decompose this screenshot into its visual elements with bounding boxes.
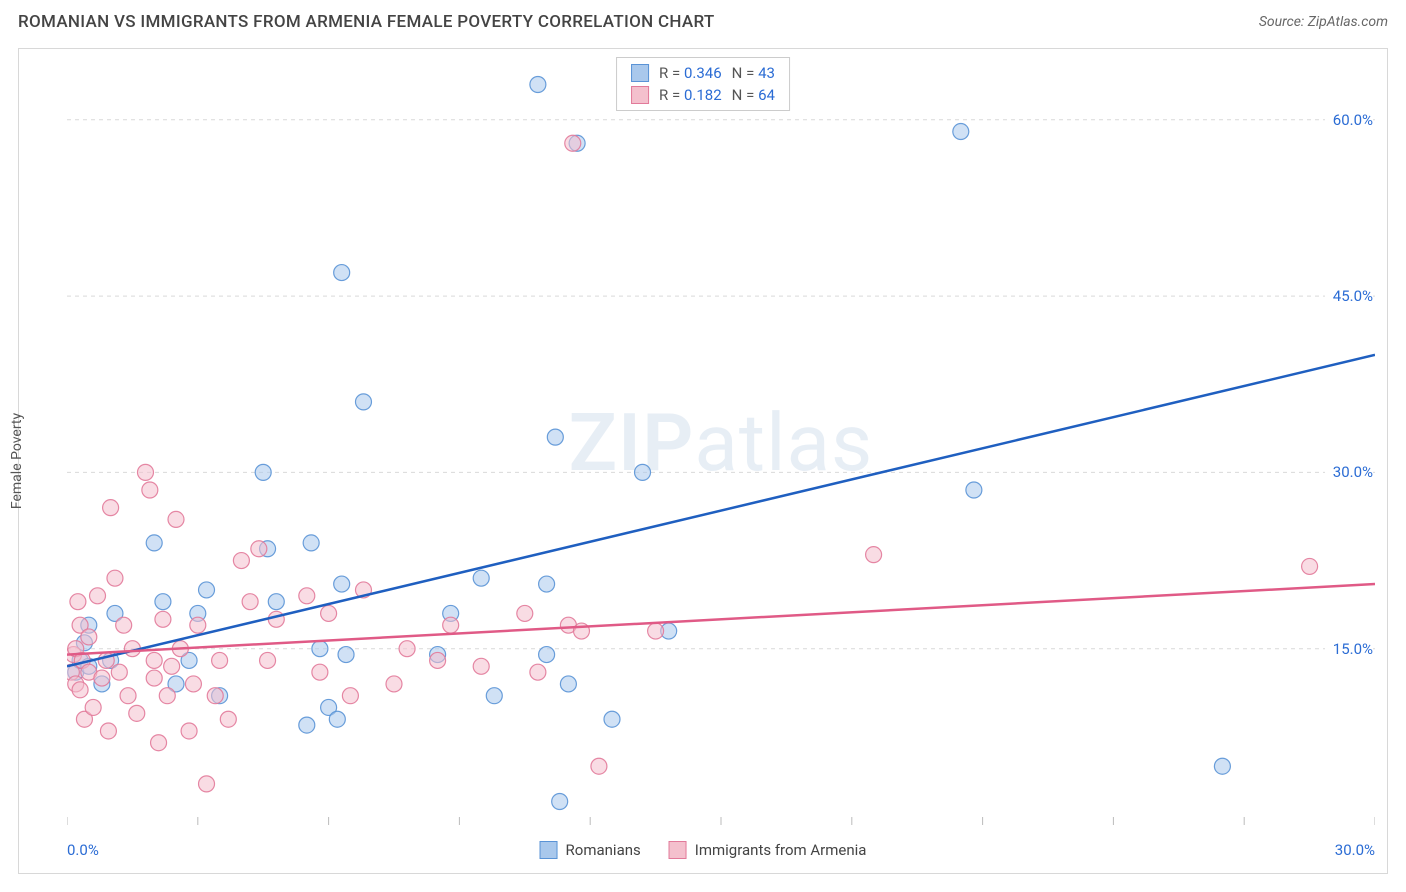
x-axis-max-label: 30.0% bbox=[1335, 841, 1375, 859]
x-axis-min-label: 0.0% bbox=[67, 841, 99, 859]
legend-swatch-armenia bbox=[631, 86, 649, 104]
plot-area: ZIPatlas bbox=[67, 61, 1375, 825]
legend-swatch-romanians-b bbox=[540, 841, 558, 859]
r-stat-armenia: R = 0.182 bbox=[659, 86, 722, 104]
series-legend: Romanians Immigrants from Armenia bbox=[540, 841, 867, 859]
r-stat-romanians: R = 0.346 bbox=[659, 64, 722, 82]
legend-item-romanians: Romanians bbox=[540, 841, 641, 859]
chart-title: ROMANIAN VS IMMIGRANTS FROM ARMENIA FEMA… bbox=[18, 12, 715, 32]
legend-swatch-romanians bbox=[631, 64, 649, 82]
chart-container: Female Poverty ZIPatlas R = 0.346 N = 43… bbox=[18, 48, 1388, 874]
y-tick-label: 30.0% bbox=[1325, 463, 1373, 481]
n-stat-romanians: N = 43 bbox=[732, 64, 775, 82]
legend-swatch-armenia-b bbox=[669, 841, 687, 859]
n-stat-armenia: N = 64 bbox=[732, 86, 775, 104]
legend-label-armenia: Immigrants from Armenia bbox=[695, 841, 867, 859]
y-tick-label: 45.0% bbox=[1325, 287, 1373, 305]
y-tick-label: 15.0% bbox=[1325, 640, 1373, 658]
chart-header: ROMANIAN VS IMMIGRANTS FROM ARMENIA FEMA… bbox=[0, 0, 1406, 42]
source-attribution: Source: ZipAtlas.com bbox=[1259, 14, 1388, 30]
y-axis-label: Female Poverty bbox=[9, 413, 25, 509]
legend-item-armenia: Immigrants from Armenia bbox=[669, 841, 867, 859]
scatter-plot-svg bbox=[67, 61, 1375, 825]
legend-row-romanians: R = 0.346 N = 43 bbox=[631, 64, 775, 82]
y-tick-label: 60.0% bbox=[1325, 111, 1373, 129]
correlation-legend: R = 0.346 N = 43 R = 0.182 N = 64 bbox=[616, 57, 790, 111]
legend-row-armenia: R = 0.182 N = 64 bbox=[631, 86, 775, 104]
legend-label-romanians: Romanians bbox=[566, 841, 641, 859]
